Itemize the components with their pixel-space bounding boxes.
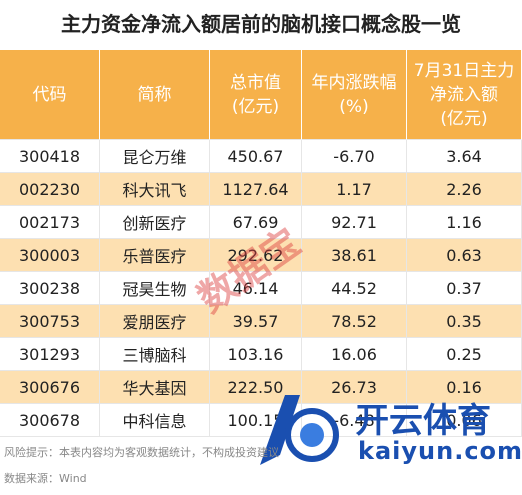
table-cell: 67.69	[210, 206, 302, 239]
table-cell: 44.52	[302, 272, 407, 305]
risk-note: 风险提示：本表内容均为客观数据统计，不构成投资建议	[4, 446, 279, 459]
table-cell: 乐普医疗	[100, 239, 210, 272]
table-cell: 3.64	[407, 140, 522, 173]
header-text: (亿元)	[440, 108, 488, 129]
header-text: 净流入额	[430, 84, 498, 105]
table-cell: 0.25	[407, 338, 522, 371]
table-cell: 103.16	[210, 338, 302, 371]
table-cell: 38.61	[302, 239, 407, 272]
table-row: 002173 创新医疗 67.69 92.71 1.16	[0, 206, 522, 239]
table-cell: 300676	[0, 371, 100, 404]
table-cell: 26.73	[302, 371, 407, 404]
table: 代码 简称 总市值 (亿元) 年内涨跌幅 (%) 7月31日主力 净流入额 (亿元) 300418…	[0, 50, 522, 437]
table-cell: 0.37	[407, 272, 522, 305]
header-cell: 总市值 (亿元)	[210, 50, 302, 140]
table-cell: 301293	[0, 338, 100, 371]
header-text: (%)	[339, 96, 369, 117]
table-cell: 300418	[0, 140, 100, 173]
header-text: (亿元)	[231, 96, 280, 117]
source-note: 数据来源：Wind	[4, 472, 87, 485]
table-cell: 0.63	[407, 239, 522, 272]
table-row: 002230 科大讯飞 1127.64 1.17 2.26	[0, 173, 522, 206]
table-cell: 2.26	[407, 173, 522, 206]
table-cell: 1127.64	[210, 173, 302, 206]
table-cell: 科大讯飞	[100, 173, 210, 206]
table-cell: 0.35	[407, 305, 522, 338]
brand-overlay: 开云体育 kaiyun.com	[250, 385, 522, 475]
table-cell: 1.17	[302, 173, 407, 206]
table-cell: 300238	[0, 272, 100, 305]
table-cell: 78.52	[302, 305, 407, 338]
table-cell: 92.71	[302, 206, 407, 239]
table-row: 300003 乐普医疗 292.62 38.61 0.63	[0, 239, 522, 272]
header-text: 7月31日主力	[413, 60, 515, 81]
table-cell: 450.67	[210, 140, 302, 173]
table-cell: 0.16	[407, 371, 522, 404]
table-cell: 292.62	[210, 239, 302, 272]
table-cell: 16.06	[302, 338, 407, 371]
table-cell: 1.16	[407, 206, 522, 239]
table-cell: 100.15	[210, 404, 302, 437]
header-cell: 年内涨跌幅 (%)	[302, 50, 407, 140]
table-cell: 创新医疗	[100, 206, 210, 239]
header-text: 代码	[32, 84, 67, 105]
table-cell: 爱朋医疗	[100, 305, 210, 338]
header-cell: 代码	[0, 50, 100, 140]
table-cell: 46.14	[210, 272, 302, 305]
table-row: 300678 中科信息 100.15 -6.48 0.06	[0, 404, 522, 437]
table-cell: 三博脑科	[100, 338, 210, 371]
header-text: 年内涨跌幅	[311, 72, 397, 93]
table-cell: -6.70	[302, 140, 407, 173]
table-cell: 冠昊生物	[100, 272, 210, 305]
table-cell: 中科信息	[100, 404, 210, 437]
header-cell: 简称	[100, 50, 210, 140]
table-row: 300676 华大基因 222.50 26.73 0.16	[0, 371, 522, 404]
table-cell: 300003	[0, 239, 100, 272]
table-cell: 300678	[0, 404, 100, 437]
table-row: 300418 昆仑万维 450.67 -6.70 3.64	[0, 140, 522, 173]
table-cell: -6.48	[302, 404, 407, 437]
table-cell: 华大基因	[100, 371, 210, 404]
header-cell: 7月31日主力 净流入额 (亿元)	[407, 50, 522, 140]
table-row: 300753 爱朋医疗 39.57 78.52 0.35	[0, 305, 522, 338]
header-text: 总市值	[230, 72, 281, 93]
table-cell: 002173	[0, 206, 100, 239]
header-text: 简称	[137, 84, 172, 105]
title: 主力资金净流入额居前的脑机接口概念股一览	[61, 12, 461, 36]
footer: 风险提示：本表内容均为客观数据统计，不构成投资建议 数据来源：Wind	[4, 440, 279, 492]
table-row: 301293 三博脑科 103.16 16.06 0.25	[0, 338, 522, 371]
table-cell: 昆仑万维	[100, 140, 210, 173]
table-cell: 39.57	[210, 305, 302, 338]
brand-site: kaiyun.com	[358, 437, 522, 465]
table-cell: 002230	[0, 173, 100, 206]
brand-logo	[260, 395, 339, 465]
brand-name: 开云体育	[355, 401, 491, 441]
table-cell: 300753	[0, 305, 100, 338]
header-row: 代码 简称 总市值 (亿元) 年内涨跌幅 (%) 7月31日主力 净流入额 (亿元)	[0, 50, 522, 140]
